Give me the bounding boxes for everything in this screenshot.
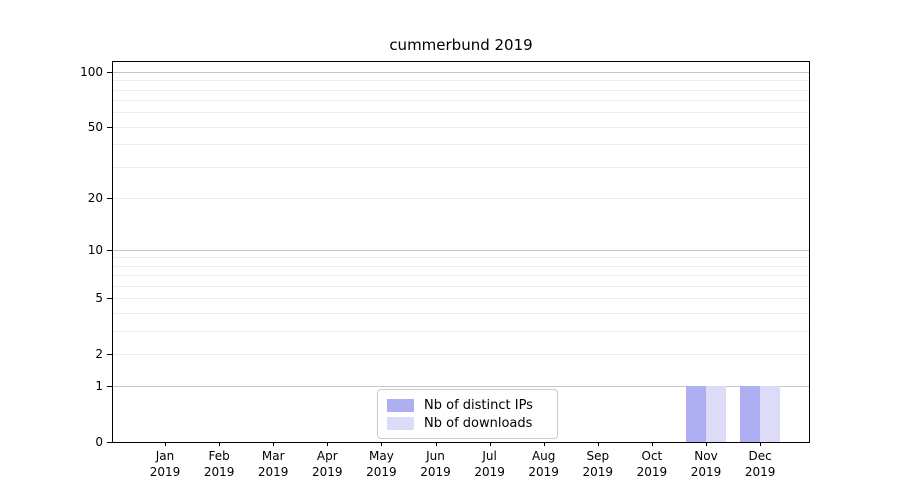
x-tick-label: Feb 2019: [189, 448, 249, 480]
y-tick-label: 0: [95, 435, 103, 449]
x-tick-label: Nov 2019: [676, 448, 736, 480]
legend-label: Nb of distinct IPs: [424, 397, 533, 413]
y-tick-mark: [107, 298, 112, 300]
minor-gridline: [113, 166, 809, 168]
x-tick-label: Apr 2019: [297, 448, 357, 480]
month-line: Aug: [531, 449, 556, 463]
minor-gridline: [113, 353, 809, 355]
month-line: Jul: [482, 449, 497, 463]
y-tick-mark: [107, 353, 112, 355]
y-tick-mark: [107, 72, 112, 73]
year-line: 2019: [366, 465, 397, 479]
x-tick-mark: [489, 442, 491, 446]
y-tick-label: 1: [95, 379, 103, 394]
x-tick-mark: [706, 442, 707, 446]
legend-swatch: [387, 416, 414, 430]
x-tick-label: Sep 2019: [568, 448, 628, 480]
legend-swatch: [387, 398, 414, 412]
bar-downloads: [760, 386, 781, 442]
x-tick-mark: [219, 442, 221, 446]
minor-gridline: [113, 257, 809, 259]
month-line: Nov: [694, 449, 718, 463]
minor-gridline: [113, 313, 809, 314]
x-tick-label: Mar 2019: [243, 448, 303, 480]
bar-distinct-ips: [740, 386, 761, 442]
legend-entry: Nb of downloads: [387, 414, 548, 432]
plot-area: Nb of distinct IPs Nb of downloads: [112, 61, 810, 443]
month-line: Feb: [208, 449, 230, 463]
month-line: Jun: [426, 449, 445, 463]
minor-gridline: [113, 80, 809, 82]
minor-gridline: [113, 100, 809, 102]
x-tick-mark: [760, 442, 762, 446]
x-tick-mark: [327, 442, 329, 446]
minor-gridline: [113, 112, 809, 114]
month-line: Apr: [316, 449, 338, 463]
x-tick-label: Jun 2019: [406, 448, 466, 480]
month-line: Sep: [586, 449, 610, 463]
y-tick-label: 5: [95, 291, 103, 306]
legend: Nb of distinct IPs Nb of downloads: [377, 389, 558, 439]
year-line: 2019: [149, 465, 181, 479]
month-line: Dec: [748, 449, 772, 463]
major-gridline: [113, 72, 809, 73]
major-gridline: [113, 249, 809, 251]
chart-title: cummerbund 2019: [389, 36, 533, 54]
major-gridline: [113, 386, 809, 388]
x-tick-mark: [273, 442, 275, 446]
legend-entry: Nb of distinct IPs: [387, 396, 548, 414]
y-tick-mark: [107, 197, 112, 199]
minor-gridline: [113, 144, 809, 146]
x-tick-mark: [165, 442, 166, 446]
y-tick-mark: [107, 442, 112, 443]
year-line: 2019: [420, 465, 451, 479]
x-tick-label: Jan 2019: [135, 448, 195, 480]
minor-gridline: [113, 286, 809, 287]
month-line: Jan: [155, 449, 175, 463]
year-line: 2019: [257, 465, 289, 479]
month-line: Oct: [641, 449, 663, 463]
y-tick-mark: [107, 126, 112, 128]
x-tick-label: Aug 2019: [514, 448, 574, 480]
minor-gridline: [113, 126, 809, 128]
y-tick-mark: [107, 386, 112, 388]
month-line: Mar: [261, 449, 285, 463]
year-line: 2019: [690, 465, 722, 479]
y-tick-label: 20: [87, 190, 103, 205]
legend-label: Nb of downloads: [424, 415, 533, 431]
x-tick-label: May 2019: [351, 448, 411, 480]
x-tick-mark: [543, 442, 545, 446]
x-tick-mark: [381, 442, 383, 446]
minor-gridline: [113, 89, 809, 91]
x-tick-label: Oct 2019: [622, 448, 682, 480]
minor-gridline: [113, 197, 809, 199]
y-tick-label: 50: [87, 119, 103, 134]
x-tick-mark: [597, 442, 599, 446]
y-tick-label: 10: [87, 242, 103, 257]
minor-gridline: [113, 298, 809, 300]
minor-gridline: [113, 330, 809, 332]
minor-gridline: [113, 275, 809, 277]
year-line: 2019: [203, 465, 235, 479]
year-line: 2019: [474, 465, 505, 479]
x-tick-label: Jul 2019: [460, 448, 520, 480]
year-line: 2019: [744, 465, 776, 479]
bar-distinct-ips: [686, 386, 706, 442]
y-tick-label: 100: [80, 65, 103, 79]
y-tick-label: 2: [95, 346, 103, 361]
x-tick-label: Dec 2019: [730, 448, 790, 480]
y-tick-mark: [107, 249, 112, 251]
year-line: 2019: [582, 465, 614, 479]
bar-downloads: [706, 386, 726, 442]
x-tick-mark: [435, 442, 437, 446]
x-tick-mark: [651, 442, 653, 446]
year-line: 2019: [636, 465, 668, 479]
month-line: May: [368, 449, 394, 463]
year-line: 2019: [312, 465, 343, 479]
minor-gridline: [113, 265, 809, 267]
year-line: 2019: [528, 465, 559, 479]
